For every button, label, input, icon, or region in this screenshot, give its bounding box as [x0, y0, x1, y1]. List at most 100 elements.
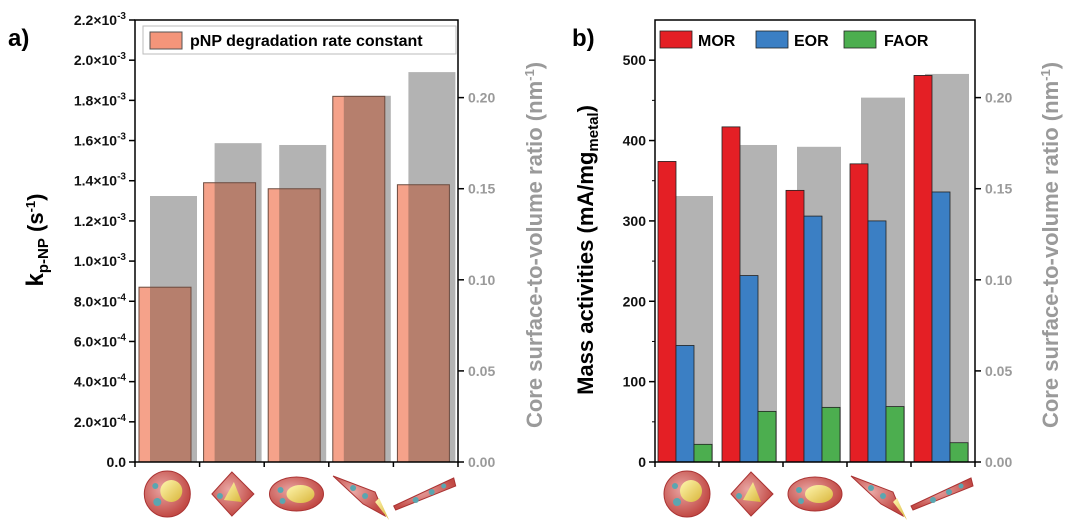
- legend-label-eor: EOR: [794, 33, 829, 50]
- y-tick-mantissa: 0.0: [107, 454, 127, 470]
- overlap-shade-1: [150, 287, 191, 462]
- y-title-sub: metal: [585, 112, 602, 151]
- panel-b: 0 100 200 300 400 500 0.00 0.05 0.10 0.15 0.20 b) Ma…: [572, 19, 1063, 470]
- eor-bar-5: [931, 191, 951, 463]
- y2-tick-label-a: 0.05: [468, 363, 495, 379]
- y-tick-label-b: 200: [623, 293, 647, 309]
- y-tick-label-a: 8.0×10-4: [74, 292, 127, 309]
- legend-swatch-mor: [659, 30, 693, 49]
- core: [805, 485, 833, 503]
- legend-label-a: pNP degradation rate constant: [190, 33, 423, 50]
- y-tick-label-b: 400: [623, 133, 647, 149]
- dot: [428, 489, 435, 495]
- y-tick-exponent: -3: [117, 252, 126, 263]
- y2-title-main: Core surface-to-volume ratio (nm: [1038, 81, 1063, 428]
- y-tick-label-a: 6.0×10-4: [74, 332, 127, 349]
- y-tick-label-b: 300: [623, 213, 647, 229]
- y-tick-exponent: -3: [117, 11, 126, 22]
- y-tick-label-a: 2.2×10-3: [74, 11, 127, 28]
- y2-title-sup: -1: [522, 69, 537, 81]
- dot: [277, 487, 284, 493]
- plot-frame-a: [134, 19, 459, 463]
- faor-bar-3: [821, 406, 841, 463]
- legend-swatch-a: [149, 31, 183, 50]
- y-tick-label-a: 4.0×10-4: [74, 373, 127, 390]
- y-tick-label-a: 1.6×10-3: [74, 132, 127, 149]
- y-tick-mantissa: 1.0×10: [74, 253, 117, 269]
- dot: [153, 498, 162, 506]
- core: [743, 482, 761, 502]
- eor-bar-2: [739, 275, 759, 463]
- y-tick-label-a: 1.8×10-3: [74, 91, 127, 108]
- y-tick-mantissa: 4.0×10: [74, 374, 117, 390]
- dot: [880, 493, 886, 499]
- y-tick-label-a: 1.4×10-3: [74, 172, 127, 189]
- dot: [798, 498, 804, 504]
- y2-axis-title-a: Core surface-to-volume ratio (nm-1): [522, 62, 547, 428]
- core: [680, 480, 702, 502]
- y-tick-exponent: -4: [117, 413, 126, 424]
- dot: [796, 487, 802, 493]
- eor-bar-4: [867, 220, 887, 463]
- y2-tick-label-a: 0.15: [468, 181, 495, 197]
- dot: [412, 497, 419, 503]
- mor-bar-4: [849, 163, 869, 463]
- panel-label-a: a): [8, 25, 29, 52]
- faor-bar-4: [885, 406, 905, 463]
- mor-bar-3: [785, 189, 805, 463]
- core: [286, 485, 315, 503]
- y-tick-mantissa: 2.0×10: [74, 52, 117, 68]
- dot: [673, 498, 681, 506]
- y-tick-exponent: -4: [117, 373, 126, 384]
- y2-title-sup: -1: [1038, 69, 1053, 81]
- y2-tick-label-b: 0.15: [985, 181, 1012, 197]
- legend-label-mor: MOR: [698, 33, 736, 50]
- y-tick-mantissa: 8.0×10: [74, 293, 117, 309]
- faor-bar-1: [693, 443, 713, 463]
- y-tick-mantissa: 6.0×10: [74, 333, 117, 349]
- y-tick-label-a: 2.0×10-3: [74, 51, 127, 68]
- eor-bar-1: [675, 345, 695, 463]
- y-tick-exponent: -4: [117, 332, 126, 343]
- particle-long-cone-icon-b: [910, 477, 974, 511]
- y-tick-label-a: 0.0: [107, 454, 127, 470]
- y-tick-mantissa: 1.6×10: [74, 133, 117, 149]
- eor-bar-3: [803, 215, 823, 463]
- y-tick-exponent: -3: [117, 212, 126, 223]
- y-tick-exponent: -3: [117, 51, 126, 62]
- y-tick-exponent: -4: [117, 292, 126, 303]
- y-tick-label-a: 2.0×10-4: [74, 413, 127, 430]
- particle-long-cone-icon-a: [393, 477, 457, 511]
- y2-tick-label-b: 0.05: [985, 363, 1012, 379]
- mor-bar-1: [657, 161, 677, 463]
- core: [893, 498, 907, 520]
- y2-axis-title-b: Core surface-to-volume ratio (nm-1): [1038, 62, 1063, 428]
- mor-bar-2: [721, 126, 741, 463]
- y2-title-main: Core surface-to-volume ratio (nm: [522, 81, 547, 428]
- panel-a: 0.02.0×10-44.0×10-46.0×10-48.0×10-41.0×1…: [8, 11, 547, 470]
- dot: [868, 485, 874, 491]
- particle-octahedron-icon-a: [211, 471, 255, 517]
- y2-tick-label-b: 0.10: [985, 272, 1012, 288]
- mor-bar-5: [913, 75, 933, 463]
- y-title-close: ): [573, 105, 598, 112]
- y-tick-label-b: 0: [638, 454, 646, 470]
- y-tick-label-b: 500: [623, 52, 647, 68]
- dot: [736, 493, 742, 499]
- shell: [910, 477, 974, 511]
- dot: [672, 483, 678, 489]
- y-tick-exponent: -3: [117, 132, 126, 143]
- particle-cone-icon-a: [332, 475, 390, 520]
- particle-sphere-icon-b: [663, 470, 711, 518]
- y-tick-label-a: 1.0×10-3: [74, 252, 127, 269]
- core: [223, 482, 242, 502]
- y-axis-title-b: Mass activities (mA/mgmetal): [573, 105, 602, 395]
- overlap-shade-5: [408, 184, 450, 462]
- overlap-shade-4: [343, 96, 385, 462]
- y-title-unit: (s: [23, 212, 48, 238]
- y-axis-title-a: kp-NP (s-1): [22, 194, 52, 287]
- panel-label-b: b): [572, 25, 595, 52]
- plot-frame-b: [654, 19, 976, 463]
- dot: [152, 483, 159, 489]
